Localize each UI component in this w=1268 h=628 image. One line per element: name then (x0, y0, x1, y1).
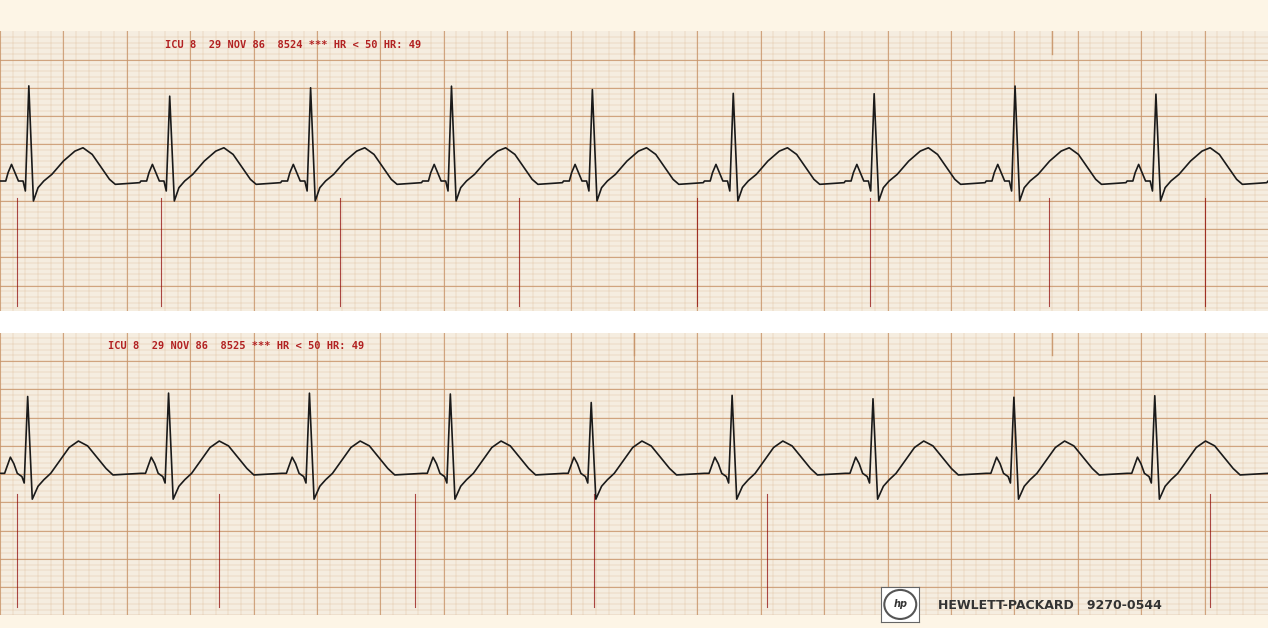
Text: HEWLETT-PACKARD   9270-0544: HEWLETT-PACKARD 9270-0544 (938, 599, 1163, 612)
Text: ICU 8  29 NOV 86  8525 *** HR < 50 HR: 49: ICU 8 29 NOV 86 8525 *** HR < 50 HR: 49 (108, 341, 364, 351)
Text: ICU 8  29 NOV 86  8524 *** HR < 50 HR: 49: ICU 8 29 NOV 86 8524 *** HR < 50 HR: 49 (165, 40, 421, 50)
Circle shape (884, 590, 917, 619)
Text: hp: hp (893, 600, 908, 609)
